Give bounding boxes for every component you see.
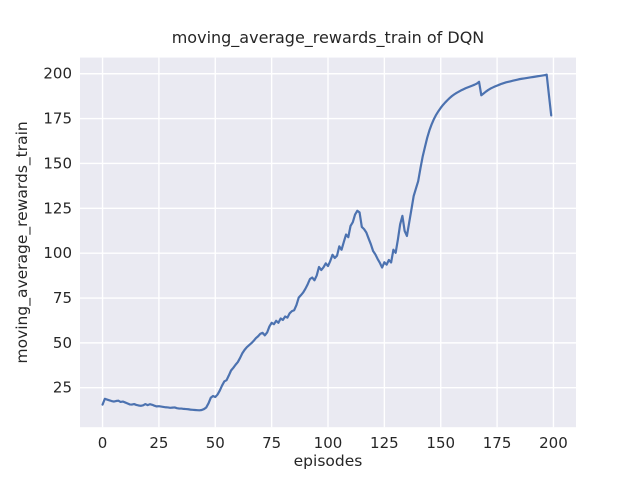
- y-tick-label: 25: [53, 379, 72, 397]
- x-tick-label: 100: [314, 434, 343, 452]
- chart-title: moving_average_rewards_train of DQN: [172, 28, 485, 48]
- x-tick-label: 25: [149, 434, 168, 452]
- y-tick-label: 100: [43, 244, 72, 262]
- y-tick-label: 75: [53, 289, 72, 307]
- y-tick-label: 175: [43, 110, 72, 128]
- x-tick-label: 125: [370, 434, 399, 452]
- y-axis-label: moving_average_rewards_train: [13, 121, 32, 363]
- y-tick-label: 125: [43, 199, 72, 217]
- x-tick-label: 75: [262, 434, 281, 452]
- y-tick-label: 200: [43, 65, 72, 83]
- tick-labels: 0 25 50 75 100 125 150 175 200 25 50 75 100 125 150 175…: [43, 65, 567, 452]
- series-line: [101, 73, 553, 412]
- x-axis-label: episodes: [294, 452, 363, 470]
- x-tick-label: 175: [483, 434, 512, 452]
- x-tick-label: 0: [98, 434, 108, 452]
- x-tick-label: 50: [206, 434, 225, 452]
- grid-lines: [80, 57, 576, 428]
- x-tick-label: 150: [426, 434, 455, 452]
- y-tick-label: 150: [43, 154, 72, 172]
- y-tick-label: 50: [53, 334, 72, 352]
- x-tick-label: 200: [539, 434, 568, 452]
